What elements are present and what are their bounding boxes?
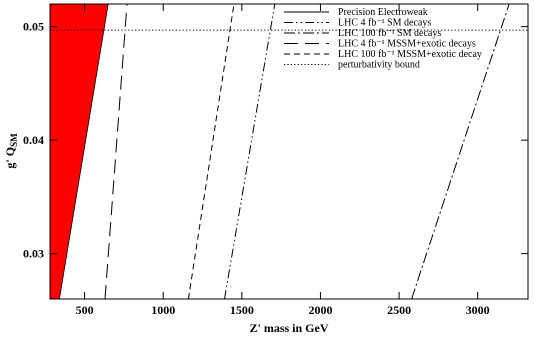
legend-label-lhc-4-fb-mssm-exotic-decays: LHC 4 fb⁻¹ MSSM+exotic decays — [338, 39, 476, 50]
y-axis-label-subscript: SM — [9, 133, 19, 147]
x-tick-label: 2000 — [308, 303, 332, 317]
x-tick-label: 2500 — [387, 303, 411, 317]
x-tick-label: 1500 — [230, 303, 254, 317]
x-tick-label: 1000 — [151, 303, 175, 317]
legend-label-lhc-100-fb-mssm-exotic-decay: LHC 100 fb⁻¹ MSSM+exotic decay — [338, 49, 482, 60]
legend-label-lhc-100-fb-sm-decays: LHC 100 fb⁻¹ SM decays — [338, 28, 441, 39]
series-lhc-4-fb-sm-decays — [224, 4, 276, 299]
y-tick-label: 0.05 — [23, 20, 44, 34]
series-lhc-4-fb-mssm-exotic-decays — [104, 4, 128, 299]
tick-layer: 500 1000 1500 2000 2500 3000 0.03 0.04 0.05 — [23, 4, 528, 317]
series-layer — [50, 4, 528, 299]
x-tick-label: 3000 — [466, 303, 490, 317]
series-lhc-100-fb-sm-decays — [411, 4, 510, 299]
legend-label-perturbativity-bound: perturbativity bound — [338, 60, 420, 71]
legend-label-lhc-4-fb-sm-decays: LHC 4 fb⁻¹ SM decays — [338, 18, 431, 29]
legend-label-precision-electroweak: Precision Electroweak — [338, 7, 428, 18]
y-tick-label: 0.03 — [23, 247, 44, 261]
series-lhc-100-fb-mssm-exotic-decay — [187, 4, 235, 299]
x-tick-label: 500 — [76, 303, 94, 317]
plot-frame — [49, 3, 529, 300]
x-axis-label: Z' mass in GeV — [249, 321, 328, 335]
y-axis-label: g' QSM — [3, 133, 19, 169]
series-precision-electroweak — [50, 4, 109, 299]
y-axis-label-main: g' Q — [3, 147, 17, 169]
y-tick-label: 0.04 — [23, 133, 44, 147]
